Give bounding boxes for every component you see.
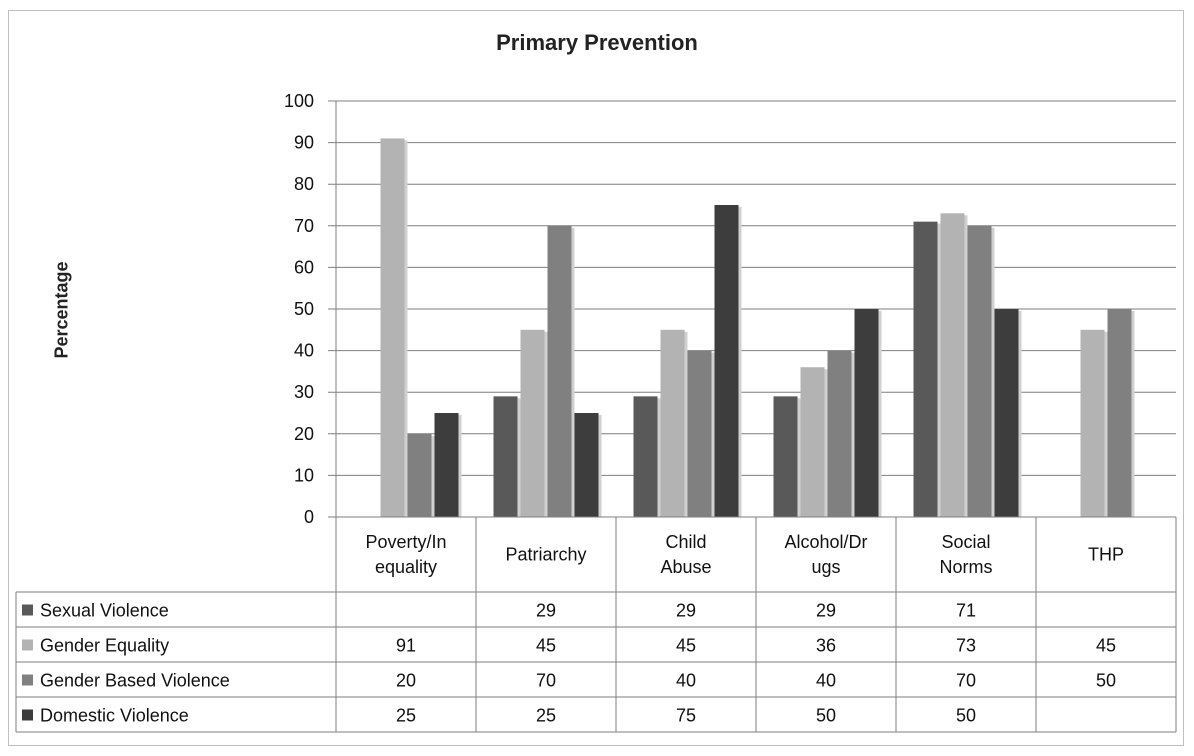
category-label: Child Abuse — [660, 532, 711, 577]
y-tick-label: 70 — [294, 216, 314, 236]
bar — [827, 350, 852, 517]
bar — [493, 396, 518, 517]
bar — [660, 329, 685, 517]
y-tick-label: 50 — [294, 299, 314, 319]
data-value: 50 — [956, 706, 976, 726]
series-name: Domestic Violence — [40, 706, 189, 726]
bar — [800, 367, 825, 517]
data-value: 45 — [1096, 636, 1116, 656]
bar — [994, 309, 1019, 517]
category-label: THP — [1088, 545, 1124, 565]
y-tick-label: 60 — [294, 257, 314, 277]
data-value: 29 — [816, 601, 836, 621]
category-label: Alcohol/Dr ugs — [784, 532, 867, 577]
data-value: 40 — [816, 671, 836, 691]
data-value: 20 — [396, 671, 416, 691]
data-value: 45 — [676, 636, 696, 656]
data-value: 70 — [956, 671, 976, 691]
legend-key — [22, 674, 33, 686]
legend-key — [22, 709, 33, 721]
data-value: 91 — [396, 636, 416, 656]
y-tick-label: 30 — [294, 382, 314, 402]
y-tick-label: 40 — [294, 341, 314, 361]
bar — [434, 413, 459, 517]
data-value: 29 — [676, 601, 696, 621]
data-value: 71 — [956, 601, 976, 621]
bar — [967, 225, 992, 518]
y-tick-label: 90 — [294, 133, 314, 153]
data-value: 29 — [536, 601, 556, 621]
bar — [1080, 329, 1105, 517]
bar — [913, 221, 938, 517]
bar — [773, 396, 798, 517]
chart-title: Primary Prevention — [496, 30, 698, 55]
data-value: 70 — [536, 671, 556, 691]
legend-key — [22, 639, 33, 651]
series-name: Gender Equality — [40, 636, 169, 656]
bar — [687, 350, 712, 517]
y-tick-label: 100 — [284, 91, 314, 111]
data-value: 50 — [816, 706, 836, 726]
bar — [1107, 309, 1132, 517]
y-tick-label: 20 — [294, 424, 314, 444]
bar — [633, 396, 658, 517]
bar — [574, 413, 599, 517]
bar — [520, 329, 545, 517]
category-label: Poverty/In equality — [365, 532, 446, 577]
bar — [940, 213, 965, 517]
category-label: Social Norms — [940, 532, 993, 577]
y-tick-label: 80 — [294, 174, 314, 194]
bar — [407, 433, 432, 517]
data-value: 25 — [396, 706, 416, 726]
y-tick-label: 10 — [294, 465, 314, 485]
category-label: Patriarchy — [505, 545, 586, 565]
data-value: 73 — [956, 636, 976, 656]
y-tick-label: 0 — [304, 507, 314, 527]
data-value: 25 — [536, 706, 556, 726]
bar — [380, 138, 405, 517]
bar — [547, 225, 572, 518]
data-value: 40 — [676, 671, 696, 691]
data-value: 45 — [536, 636, 556, 656]
series-name: Sexual Violence — [40, 601, 169, 621]
data-value: 50 — [1096, 671, 1116, 691]
bar — [714, 205, 739, 517]
bar — [854, 309, 879, 517]
data-value: 75 — [676, 706, 696, 726]
data-value: 36 — [816, 636, 836, 656]
legend-key — [22, 604, 33, 616]
series-name: Gender Based Violence — [40, 671, 230, 691]
